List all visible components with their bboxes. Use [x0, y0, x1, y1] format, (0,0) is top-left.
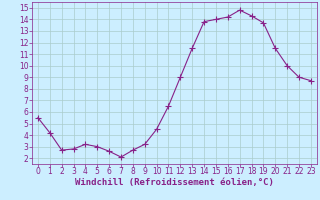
X-axis label: Windchill (Refroidissement éolien,°C): Windchill (Refroidissement éolien,°C) — [75, 178, 274, 187]
